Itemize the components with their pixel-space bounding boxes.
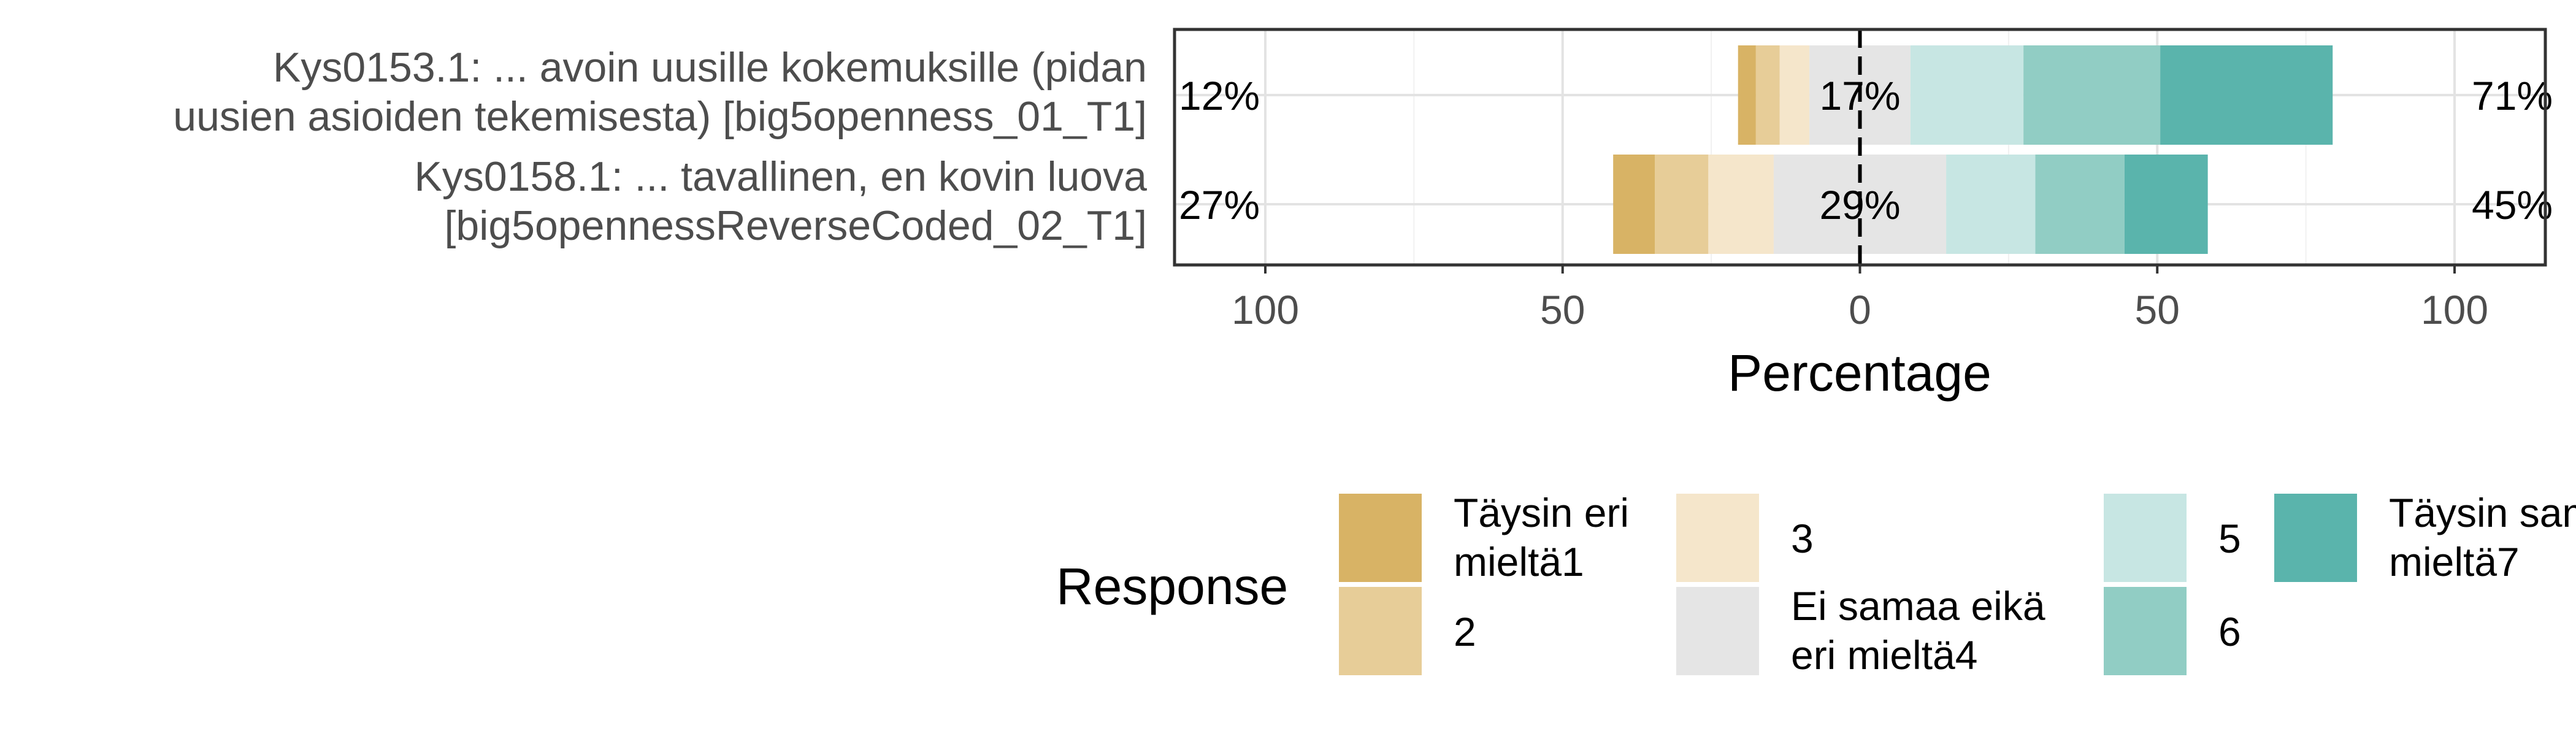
high-percentage-label: 71% — [2472, 73, 2553, 118]
bar-segment — [2160, 45, 2333, 145]
category-label: [big5opennessReverseCoded_02_T1] — [445, 202, 1147, 249]
legend-swatch — [2104, 587, 2187, 675]
x-tick-label: 50 — [2135, 287, 2180, 332]
legend-label: Täysin eri — [1454, 490, 1629, 535]
x-tick-label: 100 — [1232, 287, 1299, 332]
legend-title: Response — [1056, 557, 1288, 615]
legend-label: 6 — [2218, 609, 2241, 654]
bar-segment — [2035, 155, 2125, 254]
x-axis-title: Percentage — [1728, 344, 1991, 402]
x-axis-ticks: 100 50 0 50 100 — [1232, 266, 2488, 332]
panel-border — [1173, 28, 2547, 267]
bar-segment — [1655, 155, 1709, 254]
bar-segment — [2124, 155, 2208, 254]
category-label: Kys0153.1: ... avoin uusille kokemuksill… — [273, 44, 1147, 91]
x-tick-label: 100 — [2421, 287, 2488, 332]
legend-label: Ei samaa eikä — [1791, 583, 2045, 629]
bar-segment — [1708, 155, 1774, 254]
legend-swatch — [2104, 494, 2187, 582]
legend-label: Täysin samaa — [2389, 490, 2576, 535]
x-tick-label: 50 — [1540, 287, 1585, 332]
low-percentage-label: 27% — [1179, 182, 1260, 228]
legend-label: 2 — [1454, 609, 1476, 654]
legend-label: 5 — [2218, 516, 2241, 561]
category-labels: Kys0153.1: ... avoin uusille kokemuksill… — [173, 44, 1147, 249]
legend-label: mieltä1 — [1454, 539, 1584, 584]
bar-segment — [1738, 45, 1756, 145]
legend-swatch — [1339, 494, 1422, 582]
bar-segment — [1613, 155, 1655, 254]
bar-segment — [1755, 45, 1780, 145]
bar-segment — [1946, 155, 2036, 254]
legend-swatch — [1339, 587, 1422, 675]
legend-swatch — [1676, 494, 1759, 582]
x-tick-label: 0 — [1849, 287, 1871, 332]
legend-swatch — [2274, 494, 2357, 582]
legend-label: mieltä7 — [2389, 539, 2520, 584]
category-label: uusien asioiden tekemisesta) [big5openne… — [173, 93, 1147, 140]
bar-labels: 12% 17% 71%27% 29% 45% — [1179, 29, 2553, 265]
category-label: Kys0158.1: ... tavallinen, en kovin luov… — [414, 153, 1147, 200]
high-percentage-label: 45% — [2472, 182, 2553, 228]
legend-label: 3 — [1791, 516, 1814, 561]
low-percentage-label: 12% — [1179, 73, 1260, 118]
legend-label: eri mieltä4 — [1791, 632, 1977, 678]
bar-segment — [1779, 45, 1810, 145]
bar-segment — [2023, 45, 2161, 145]
bar-segment — [1910, 45, 2024, 145]
legend-swatch — [1676, 587, 1759, 675]
